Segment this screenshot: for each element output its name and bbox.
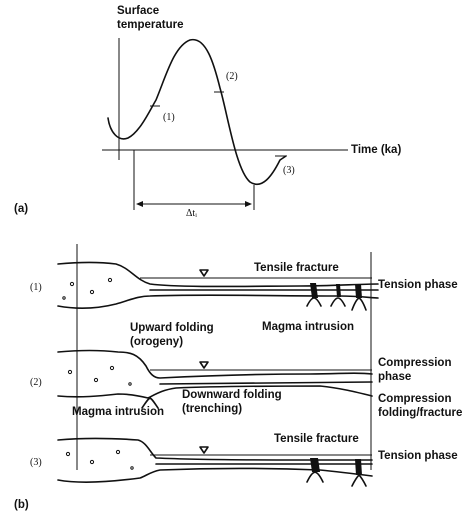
section-1-fracture <box>355 284 362 298</box>
x-axis-label: Time (ka) <box>351 144 401 156</box>
section-3-water-level-icon <box>199 446 209 454</box>
section-3-grain <box>130 466 134 470</box>
section-1-intrusion-arrow <box>330 297 346 307</box>
section-1-marker: (1) <box>30 282 42 293</box>
section-1-phase-label: Tension phase <box>378 279 458 291</box>
section-2-intrusion-arrow <box>141 397 159 409</box>
section-3-fracture <box>355 459 362 475</box>
panel-a-label: (a) <box>14 203 28 215</box>
section-1-water-level-icon <box>199 269 209 277</box>
section-2-upward-folding-label: Upward folding <box>130 322 214 334</box>
interval-arrow-left-head <box>136 201 143 207</box>
section-2-grain <box>67 369 73 375</box>
interval-arrow-right-head <box>245 201 252 207</box>
section-2-crust-bottom <box>57 385 373 399</box>
section-2-grain <box>93 377 99 383</box>
section-1-grain <box>89 289 95 295</box>
section-3-crust-bottom <box>57 467 373 483</box>
interval-label: Δtᵢ <box>186 208 197 219</box>
section-1-tensile-fracture-label: Tensile fracture <box>254 262 339 274</box>
marker-label-1: (1) <box>163 112 175 123</box>
section-1: (1) Tensile fracture Magma intrus <box>30 261 458 333</box>
marker-label-2: (2) <box>226 71 238 82</box>
section-2-crust-top <box>57 349 373 379</box>
section-2-phase-line-2: phase <box>378 371 411 383</box>
section-3: (3) Tensile fracture Tension phase <box>30 433 458 487</box>
section-1-grain <box>62 296 66 300</box>
section-1-intrusion-arrow <box>306 297 322 307</box>
section-2-grain <box>109 365 115 371</box>
section-1-grain <box>107 277 113 283</box>
section-2-crust-layer <box>159 381 373 385</box>
temperature-curve <box>107 39 287 185</box>
section-2-phase-line-3: Compression <box>378 393 452 405</box>
section-2-marker: (2) <box>30 377 42 388</box>
panel-a: Surface temperature Time (ka) (1) (2) (3… <box>14 5 401 219</box>
section-2: (2) Upward folding (orogeny) Downward fo… <box>30 322 462 419</box>
section-1-magma-intrusion-label: Magma intrusion <box>262 321 354 333</box>
section-2-magma-intrusion-label: Magma intrusion <box>72 406 164 418</box>
section-3-intrusion-arrow <box>351 474 367 487</box>
y-axis-label-line1: Surface <box>117 5 159 17</box>
section-1-intrusion-arrow <box>351 297 367 311</box>
marker-label-3: (3) <box>283 165 295 176</box>
section-1-crust-top <box>57 261 379 288</box>
section-1-crust-bottom <box>57 294 379 309</box>
section-2-downward-folding-label: Downward folding <box>182 389 282 401</box>
section-2-trenching-label: (trenching) <box>182 403 242 415</box>
section-2-phase-line-1: Compression <box>378 357 452 369</box>
section-1-fracture <box>336 284 341 297</box>
section-2-grain <box>128 382 132 386</box>
section-2-orogeny-label: (orogeny) <box>130 336 183 348</box>
section-3-grain <box>115 449 121 455</box>
section-3-crust-top <box>57 437 373 461</box>
panel-b-label: (b) <box>14 499 29 511</box>
section-3-intrusion-arrow <box>306 471 324 483</box>
section-3-marker: (3) <box>30 457 42 468</box>
section-1-grain <box>69 281 75 287</box>
section-3-grain <box>65 451 71 457</box>
y-axis-label-line2: temperature <box>117 19 183 31</box>
section-3-phase-label: Tension phase <box>378 450 458 462</box>
section-2-water-level-icon <box>199 361 209 369</box>
section-3-fracture <box>310 458 320 472</box>
section-2-phase-line-4: folding/fracture <box>378 407 462 419</box>
section-3-grain <box>89 459 95 465</box>
section-3-tensile-fracture-label: Tensile fracture <box>274 433 359 445</box>
section-1-fracture <box>310 283 318 298</box>
panel-b: (1) Tensile fracture Magma intrus <box>14 244 462 511</box>
